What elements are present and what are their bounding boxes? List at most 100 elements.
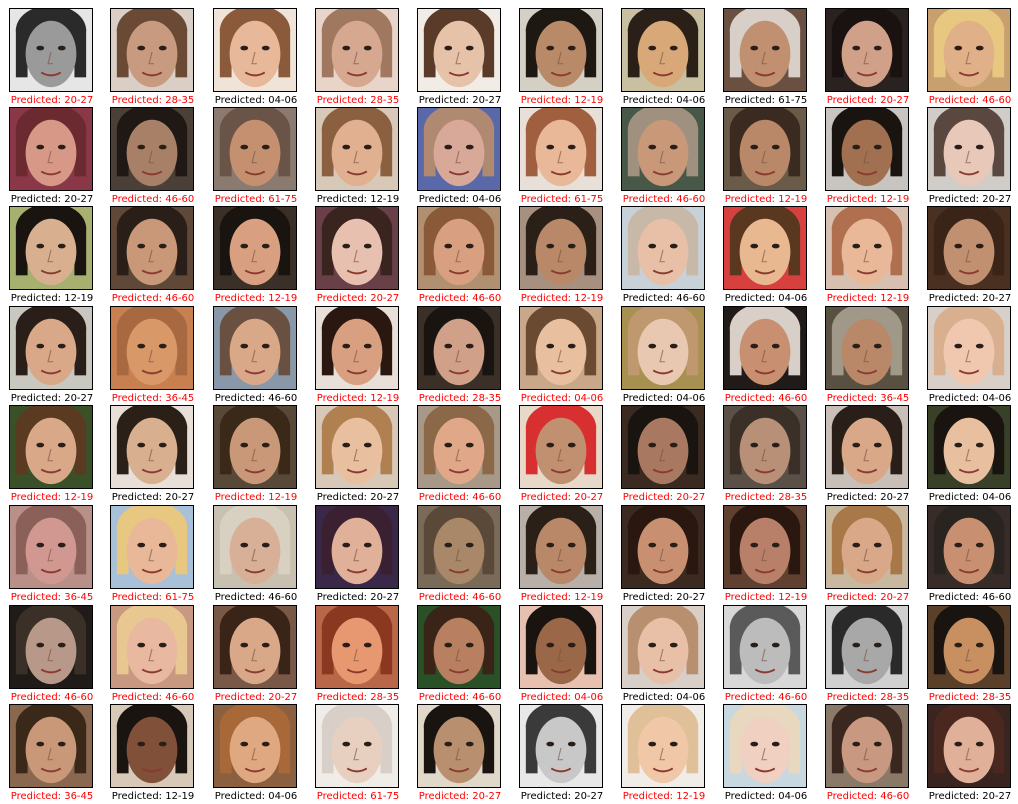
prediction-label: Predicted: 46-60 [418, 492, 502, 503]
face-photo [519, 206, 603, 290]
face-photo [825, 405, 909, 489]
face-photo [723, 107, 807, 191]
face-photo [621, 107, 705, 191]
face-portrait-icon [10, 207, 92, 289]
face-cell: Predicted: 20-27 [311, 405, 405, 505]
prediction-label: Predicted: 46-60 [724, 393, 808, 404]
face-cell: Predicted: 04-06 [209, 8, 303, 108]
cropped-prediction-label: Predicted: 09-11 [611, 0, 725, 5]
face-cell: Predicted: 12-19 [311, 306, 405, 406]
face-photo [213, 505, 297, 589]
prediction-label: Predicted: 20-27 [622, 592, 706, 603]
face-portrait-icon [418, 207, 500, 289]
face-photo [519, 107, 603, 191]
prediction-label: Predicted: 46-60 [724, 692, 808, 703]
face-photo [110, 704, 194, 788]
face-portrait-icon [622, 406, 704, 488]
face-cell: Predicted: 20-27 [106, 405, 200, 505]
prediction-label: Predicted: 28-35 [316, 692, 400, 703]
face-cell: Predicted: 28-35 [106, 8, 200, 108]
face-photo [825, 505, 909, 589]
face-photo [9, 704, 93, 788]
face-cell: Predicted: 20-27 [923, 206, 1017, 306]
face-portrait-icon [214, 108, 296, 190]
face-portrait-icon [316, 108, 398, 190]
face-portrait-icon [214, 207, 296, 289]
face-portrait-icon [622, 506, 704, 588]
face-cell: Predicted: 20-27 [209, 605, 303, 705]
face-photo [417, 107, 501, 191]
cropped-prediction-label: Predicted: 12-19 [0, 0, 113, 5]
face-portrait-icon [316, 307, 398, 389]
face-photo [723, 405, 807, 489]
face-photo [9, 107, 93, 191]
prediction-label: Predicted: 46-60 [928, 95, 1012, 106]
prediction-label: Predicted: 04-06 [622, 692, 706, 703]
face-cell: Predicted: 46-60 [923, 505, 1017, 605]
face-photo [927, 405, 1011, 489]
face-portrait-icon [214, 307, 296, 389]
face-cell: Predicted: 12-19 [515, 206, 609, 306]
face-photo [519, 306, 603, 390]
face-photo [213, 107, 297, 191]
face-cell: Predicted: 12-19 [106, 704, 200, 804]
prediction-label: Predicted: 20-27 [826, 592, 910, 603]
face-cell: Predicted: 46-60 [413, 505, 507, 605]
prediction-label: Predicted: 46-60 [111, 692, 195, 703]
cropped-prediction-label: Predicted: 46-60 [815, 0, 929, 5]
face-photo [110, 107, 194, 191]
face-portrait-icon [418, 307, 500, 389]
face-cell: Predicted: 46-60 [106, 107, 200, 207]
face-photo [621, 704, 705, 788]
face-photo [927, 605, 1011, 689]
prediction-label: Predicted: 20-27 [418, 95, 502, 106]
prediction-label: Predicted: 20-27 [826, 95, 910, 106]
face-photo [417, 704, 501, 788]
prediction-label: Predicted: 46-60 [10, 692, 94, 703]
prediction-label: Predicted: 28-35 [724, 492, 808, 503]
prediction-label: Predicted: 20-27 [622, 492, 706, 503]
face-cell: Predicted: 61-75 [209, 107, 303, 207]
cropped-prediction-label: Predicted: 61-75 [713, 0, 827, 5]
face-portrait-icon [316, 705, 398, 787]
face-portrait-icon [10, 606, 92, 688]
face-cell: Predicted: 04-06 [617, 8, 711, 108]
face-portrait-icon [520, 307, 602, 389]
cropped-prediction-label: Predicted: 46-60 [305, 0, 419, 5]
face-cell: Predicted: 12-19 [209, 405, 303, 505]
face-photo [417, 505, 501, 589]
face-cell: Predicted: 61-75 [106, 505, 200, 605]
face-portrait-icon [622, 108, 704, 190]
face-cell: Predicted: 20-27 [923, 704, 1017, 804]
face-photo [110, 405, 194, 489]
face-photo [723, 505, 807, 589]
face-photo [825, 206, 909, 290]
face-portrait-icon [928, 606, 1010, 688]
prediction-label: Predicted: 46-60 [418, 592, 502, 603]
prediction-label: Predicted: 12-19 [316, 393, 400, 404]
prediction-label: Predicted: 12-19 [520, 95, 604, 106]
face-cell: Predicted: 04-06 [719, 704, 813, 804]
face-portrait-icon [418, 406, 500, 488]
face-photo [110, 206, 194, 290]
face-photo [9, 405, 93, 489]
face-portrait-icon [111, 606, 193, 688]
prediction-label: Predicted: 61-75 [520, 194, 604, 205]
face-portrait-icon [418, 606, 500, 688]
face-portrait-icon [928, 705, 1010, 787]
face-cell: Predicted: 61-75 [719, 8, 813, 108]
prediction-label: Predicted: 36-45 [10, 592, 94, 603]
face-photo [825, 605, 909, 689]
face-cell: Predicted: 20-27 [413, 8, 507, 108]
face-photo [519, 605, 603, 689]
face-cell: Predicted: 12-19 [821, 206, 915, 306]
face-portrait-icon [111, 705, 193, 787]
face-portrait-icon [928, 506, 1010, 588]
face-portrait-icon [826, 705, 908, 787]
face-portrait-icon [111, 207, 193, 289]
prediction-label: Predicted: 20-27 [928, 791, 1012, 802]
prediction-label: Predicted: 20-27 [316, 293, 400, 304]
face-photo [927, 306, 1011, 390]
prediction-label: Predicted: 12-19 [826, 293, 910, 304]
face-portrait-icon [111, 406, 193, 488]
